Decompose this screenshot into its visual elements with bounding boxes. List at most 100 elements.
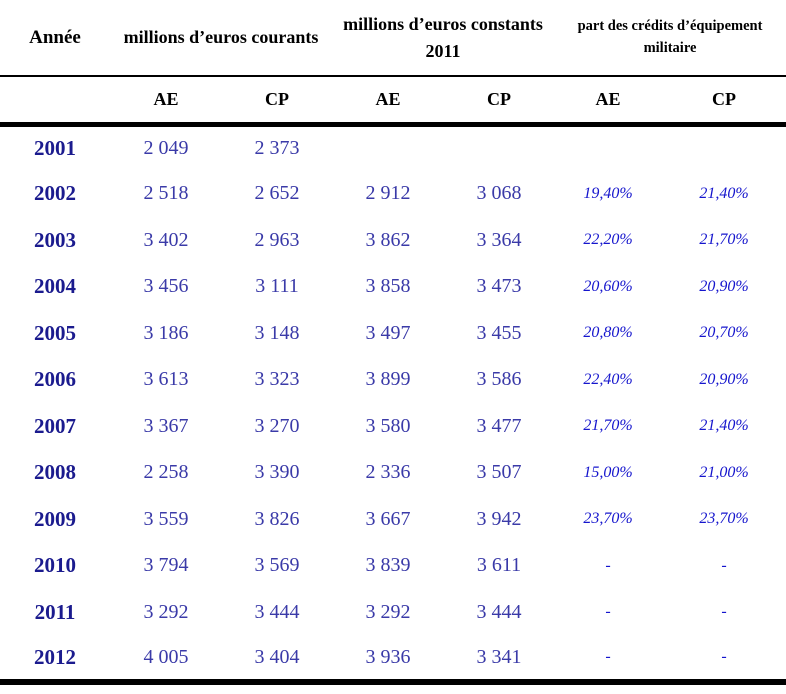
- table-header: Année millions d’euros courants millions…: [0, 0, 786, 127]
- part-ae-cell: 19,40%: [583, 184, 633, 202]
- subheader-courants-ae: AE: [110, 76, 222, 127]
- part-ae-cell: 20,80%: [583, 324, 633, 342]
- part-cp-cell: 21,70%: [699, 231, 749, 249]
- year-cell: 2001: [34, 136, 76, 160]
- subheader-constants-ae: AE: [332, 76, 444, 127]
- subheader-row: AE CP AE CP AE CP: [0, 76, 786, 127]
- courants-cp-cell: 3 569: [254, 554, 300, 577]
- part-ae-cell: 22,40%: [583, 370, 633, 388]
- part-cp-cell: 21,00%: [699, 463, 749, 481]
- group-header-euros-constants-2011: millions d’euros constants 2011: [332, 0, 555, 77]
- year-cell: 2003: [34, 227, 76, 252]
- part-ae-cell: 15,00%: [583, 463, 633, 481]
- part-ae-cell: [554, 124, 662, 171]
- table-row: 2005 3 186 3 148 3 497 3 455 20,80% 20,70%: [0, 310, 786, 357]
- part-cp-cell: 20,70%: [699, 324, 749, 342]
- constants-cp-cell: 3 507: [476, 461, 522, 484]
- constants-ae-cell: 2 912: [365, 182, 411, 205]
- constants-cp-cell: 3 068: [476, 182, 522, 205]
- year-cell: 2002: [34, 181, 76, 206]
- table-body: 2001 2 049 2 373 2002 2 518 2 652 2 912 3 068 19…: [0, 124, 786, 682]
- courants-cp-cell: 3 148: [254, 321, 300, 344]
- part-ae-cell: -: [605, 648, 611, 666]
- part-cp-cell: 21,40%: [699, 184, 749, 202]
- constants-cp-cell: 3 477: [476, 414, 522, 437]
- year-cell: 2008: [34, 460, 76, 485]
- year-cell: 2010: [34, 553, 76, 578]
- courants-ae-cell: 3 794: [143, 554, 189, 577]
- year-cell: 2009: [34, 506, 76, 531]
- courants-cp-cell: 3 826: [254, 507, 300, 530]
- constants-ae-cell: 3 936: [365, 645, 411, 668]
- year-cell: 2004: [34, 274, 76, 299]
- courants-cp-cell: 2 373: [254, 137, 300, 159]
- table-row: 2004 3 456 3 111 3 858 3 473 20,60% 20,90%: [0, 264, 786, 311]
- constants-ae-cell: 3 497: [365, 321, 411, 344]
- constants-ae-cell: 3 292: [365, 600, 411, 623]
- constants-cp-cell: 3 611: [476, 554, 522, 577]
- constants-cp-cell: [444, 124, 554, 171]
- courants-ae-cell: 2 258: [143, 461, 189, 484]
- table-row: 2001 2 049 2 373: [0, 124, 786, 171]
- courants-ae-cell: 3 402: [143, 228, 189, 251]
- courants-cp-cell: 3 111: [255, 275, 299, 298]
- table-row: 2008 2 258 3 390 2 336 3 507 15,00% 21,00%: [0, 450, 786, 497]
- constants-ae-cell: 3 667: [365, 507, 411, 530]
- courants-ae-cell: 3 559: [143, 507, 189, 530]
- courants-ae-cell: 4 005: [143, 645, 189, 668]
- part-ae-cell: 22,20%: [583, 231, 633, 249]
- courants-cp-cell: 3 270: [254, 414, 300, 437]
- courants-cp-cell: 3 444: [254, 600, 300, 623]
- constants-cp-cell: 3 364: [476, 228, 522, 251]
- courants-cp-cell: 2 652: [254, 182, 300, 205]
- constants-cp-cell: 3 341: [476, 645, 522, 668]
- table-row: 2003 3 402 2 963 3 862 3 364 22,20% 21,70%: [0, 217, 786, 264]
- table-row: 2006 3 613 3 323 3 899 3 586 22,40% 20,90%: [0, 357, 786, 404]
- year-cell: 2006: [34, 367, 76, 392]
- table-row: 2009 3 559 3 826 3 667 3 942 23,70% 23,70%: [0, 496, 786, 543]
- part-cp-cell: 20,90%: [699, 370, 749, 388]
- subheader-empty: [0, 76, 110, 127]
- part-cp-cell: 23,70%: [699, 510, 749, 528]
- subheader-courants-cp: CP: [222, 76, 332, 127]
- courants-ae-cell: 3 186: [143, 321, 189, 344]
- courants-cp-cell: 3 323: [254, 368, 300, 391]
- table-row: 2010 3 794 3 569 3 839 3 611 - -: [0, 543, 786, 590]
- subheader-constants-cp: CP: [444, 76, 555, 127]
- courants-ae-cell: 3 613: [143, 368, 189, 391]
- table-row: 2012 4 005 3 404 3 936 3 341 - -: [0, 636, 786, 683]
- courants-ae-cell: 2 049: [143, 137, 189, 159]
- courants-cp-cell: 2 963: [254, 228, 300, 251]
- constants-cp-cell: 3 942: [476, 507, 522, 530]
- constants-ae-cell: 3 858: [365, 275, 411, 298]
- table-row: 2002 2 518 2 652 2 912 3 068 19,40% 21,40%: [0, 171, 786, 218]
- subheader-part-cp: CP: [662, 76, 786, 127]
- courants-ae-cell: 2 518: [143, 182, 189, 205]
- part-cp-cell: 21,40%: [699, 417, 749, 435]
- part-cp-cell: -: [721, 556, 727, 574]
- part-ae-cell: -: [605, 556, 611, 574]
- courants-ae-cell: 3 292: [143, 600, 189, 623]
- part-ae-cell: 21,70%: [583, 417, 633, 435]
- year-column-header: Année: [0, 0, 110, 77]
- constants-ae-cell: 3 899: [365, 368, 411, 391]
- constants-cp-cell: 3 455: [476, 321, 522, 344]
- group-header-row: Année millions d’euros courants millions…: [0, 0, 786, 77]
- table-row: 2011 3 292 3 444 3 292 3 444 - -: [0, 589, 786, 636]
- constants-ae-cell: 3 580: [365, 414, 411, 437]
- group-header-euros-courants: millions d’euros courants: [110, 0, 332, 77]
- year-cell: 2007: [34, 413, 76, 438]
- part-ae-cell: 20,60%: [583, 277, 633, 295]
- constants-ae-cell: 3 862: [365, 228, 411, 251]
- part-cp-cell: -: [721, 648, 727, 666]
- courants-cp-cell: 3 404: [254, 645, 300, 668]
- constants-ae-cell: 2 336: [365, 461, 411, 484]
- part-cp-cell: -: [721, 603, 727, 621]
- part-cp-cell: [662, 124, 786, 171]
- constants-cp-cell: 3 473: [476, 275, 522, 298]
- part-cp-cell: 20,90%: [699, 277, 749, 295]
- constants-ae-cell: [332, 124, 444, 171]
- part-ae-cell: -: [605, 603, 611, 621]
